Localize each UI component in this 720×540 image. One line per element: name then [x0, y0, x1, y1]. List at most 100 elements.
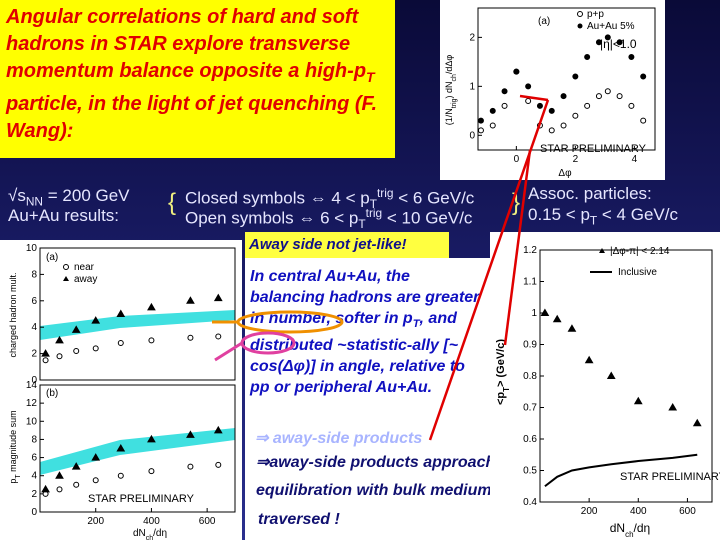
data-point [560, 93, 567, 100]
y-tick-label: 8 [31, 434, 37, 445]
data-point [616, 39, 623, 46]
data-point [525, 83, 532, 90]
data-point [91, 453, 101, 461]
y-axis-title: pT magnitude sum [8, 410, 22, 483]
y-tick-label: 0 [469, 130, 475, 141]
plot-frame [39, 384, 236, 513]
data-point [71, 462, 81, 470]
y-tick-label: 1.1 [523, 277, 537, 288]
data-point [560, 122, 567, 129]
plot-frame [39, 247, 236, 381]
legend-marker [63, 264, 69, 270]
data-point [548, 107, 555, 114]
assoc-range: 0.15 < pT < 4 GeV/c [528, 205, 678, 228]
data-point [56, 353, 63, 360]
x-tick-label: 400 [630, 506, 647, 517]
legend-marker [577, 11, 583, 17]
ghost-text: ⇒ away-side products [255, 430, 423, 447]
data-point [116, 444, 126, 452]
brace: { [168, 189, 177, 216]
legend-label: Au+Au 5% [587, 21, 635, 32]
data-point [606, 371, 616, 379]
y-tick-label: 0.8 [523, 371, 537, 382]
y-tick-label: 1 [531, 308, 537, 319]
data-point [92, 477, 99, 484]
conclusion-line: ⇒away-side products approach [256, 454, 496, 471]
band [40, 310, 235, 340]
y-tick-label: 12 [26, 398, 38, 409]
panel-label: (b) [46, 388, 58, 399]
x-tick-label: 200 [581, 506, 598, 517]
data-point [584, 53, 591, 60]
data-point [91, 316, 101, 324]
y-tick-label: 0.9 [523, 340, 537, 351]
data-point [640, 73, 647, 80]
data-point [148, 468, 155, 475]
data-point [147, 434, 156, 443]
data-point [633, 396, 643, 405]
x-tick-label: 400 [143, 516, 160, 527]
system-label: Au+Au results: [8, 206, 120, 225]
legend-marker [577, 23, 583, 29]
x-tick-label: 600 [679, 506, 696, 517]
y-tick-label: 1.2 [523, 245, 537, 256]
y-tick-label: 8 [31, 269, 37, 280]
legend-label: |Δφ-π| < 2.14 [610, 246, 670, 257]
data-point [692, 418, 702, 427]
data-point [73, 347, 80, 354]
data-point [628, 53, 635, 60]
data-point [148, 337, 155, 344]
legend-label: away [74, 274, 97, 285]
y-tick-label: 6 [31, 453, 37, 464]
correlation-figure: (a) p+p Au+Au 5% |η|<1.0 (1/Ntrig) dNch/… [440, 0, 665, 180]
y-tick-label: 0.5 [523, 466, 537, 477]
legend-marker [63, 276, 69, 281]
data-point [616, 93, 623, 100]
y-tick-label: 4 [31, 322, 37, 333]
data-point [584, 355, 594, 364]
data-point [213, 293, 223, 302]
data-point [187, 334, 194, 341]
x-axis-title: Δφ [558, 168, 572, 179]
brace: } [512, 189, 521, 216]
data-point [117, 340, 124, 347]
title-text: particle, in the light of jet quenching … [6, 93, 378, 142]
data-point [572, 73, 579, 80]
y-tick-label: 10 [26, 243, 38, 254]
x-tick-label: 600 [199, 516, 216, 527]
data-point [501, 102, 508, 109]
data-point [489, 107, 496, 114]
x-axis-title: dNch/dη [133, 528, 167, 540]
data-point [584, 102, 591, 109]
data-point [595, 39, 602, 46]
y-tick-label: 2 [469, 32, 475, 43]
data-point [489, 122, 496, 129]
data-point [513, 68, 520, 75]
open-label: Open symbols ⇔ 6 < pTtrig < 10 GeV/c [185, 206, 473, 232]
y-tick-label: 0.7 [523, 403, 537, 414]
x-tick-label: 0 [514, 154, 520, 165]
panel-label: (a) [538, 16, 550, 27]
mean-pt-figure: |Δφ-π| < 2.14 Inclusive <pT> (GeV/c) STA… [490, 232, 720, 540]
band [40, 428, 235, 475]
data-point [572, 112, 579, 119]
data-point [56, 486, 63, 493]
data-point [41, 349, 50, 357]
x-axis-title: dNch/dη [610, 521, 650, 539]
explanation: In central Au+Au, the balancing hadrons … [250, 268, 480, 397]
y-tick-label: 14 [26, 380, 38, 391]
data-point [215, 333, 222, 340]
callout: Away side not jet-like! [245, 232, 449, 258]
data-point [73, 481, 80, 488]
data-point [55, 335, 64, 344]
data-point [668, 403, 678, 411]
data-point [640, 117, 647, 124]
y-tick-label: 2 [31, 489, 37, 500]
data-point [186, 430, 195, 438]
data-point [604, 34, 611, 41]
plot-frame [477, 7, 656, 151]
data-point [552, 314, 562, 323]
legend-label: Inclusive [618, 267, 657, 278]
assoc-title: Assoc. particles: [528, 184, 652, 203]
